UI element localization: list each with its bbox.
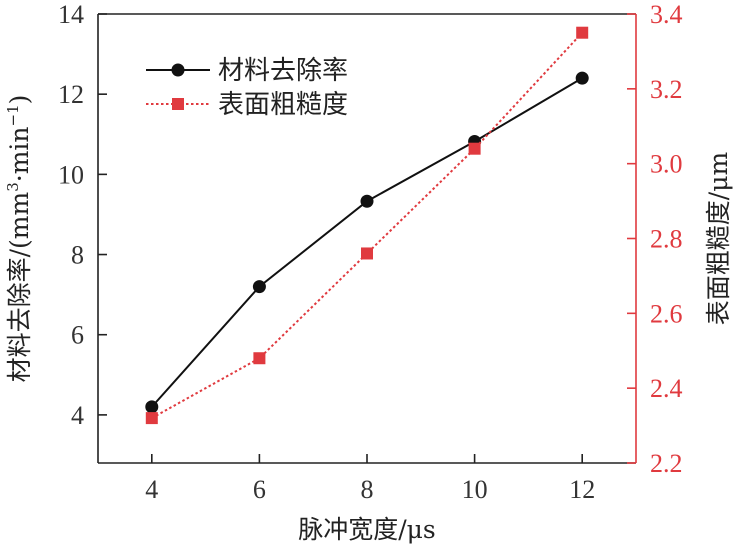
x-tick-label: 12 bbox=[569, 475, 595, 504]
y-title-superscript-minus-1: −1 bbox=[4, 104, 22, 126]
data-point bbox=[576, 26, 589, 39]
x-tick-label: 6 bbox=[253, 475, 266, 504]
left-y-tick-label: 4 bbox=[71, 401, 84, 430]
series-layer bbox=[145, 26, 589, 425]
right-y-tick-label: 3.0 bbox=[650, 150, 683, 179]
x-tick-label: 4 bbox=[145, 475, 158, 504]
series-line bbox=[151, 32, 583, 419]
x-tick-label: 10 bbox=[462, 475, 488, 504]
right-y-tick-label: 2.2 bbox=[650, 449, 683, 478]
left-y-tick-label: 8 bbox=[71, 241, 84, 270]
axes: 4 6 8 10 12 4 6 8 10 12 14 2.2 2.4 2.6 2.8 3.0 3.2 3.4 脉冲宽… bbox=[4, 0, 733, 544]
series-material-removal-rate bbox=[145, 71, 589, 414]
y-title-end: ) bbox=[5, 95, 34, 105]
legend-label: 表面粗糙度 bbox=[218, 90, 348, 120]
x-axis-title: 脉冲宽度/μs bbox=[298, 515, 436, 544]
left-y-tick-label: 10 bbox=[58, 160, 84, 189]
y-title-mid: ·min bbox=[5, 127, 34, 183]
legend-marker bbox=[171, 63, 185, 77]
data-point bbox=[253, 352, 266, 365]
left-y-tick-label: 14 bbox=[58, 0, 84, 29]
y-title-superscript-3: 3 bbox=[4, 182, 22, 192]
data-point bbox=[145, 412, 158, 425]
right-y-tick-label: 3.2 bbox=[650, 75, 683, 104]
series-line bbox=[151, 77, 583, 408]
legend-label: 材料去除率 bbox=[218, 56, 348, 86]
right-y-tick-label: 2.6 bbox=[650, 299, 683, 328]
right-y-tick-label: 3.4 bbox=[650, 0, 683, 29]
right-y-tick-label: 2.4 bbox=[650, 374, 683, 403]
series-surface-roughness bbox=[145, 26, 589, 425]
y-title-main: 材料去除率/(mm bbox=[5, 192, 34, 383]
data-point bbox=[252, 280, 266, 294]
data-point bbox=[468, 142, 481, 155]
left-y-tick-label: 6 bbox=[71, 321, 84, 350]
data-point bbox=[360, 194, 374, 208]
data-point bbox=[361, 247, 373, 260]
legend-marker bbox=[172, 98, 184, 110]
right-y-axis-title: 表面粗糙度/μm bbox=[704, 152, 733, 326]
left-y-tick-label: 12 bbox=[58, 80, 84, 109]
x-tick-label: 8 bbox=[361, 475, 374, 504]
data-point bbox=[575, 71, 589, 85]
data-point bbox=[145, 400, 159, 414]
right-y-tick-label: 2.8 bbox=[650, 225, 683, 254]
left-y-axis-title: 材料去除率/(mm3·min−1) bbox=[4, 95, 34, 383]
